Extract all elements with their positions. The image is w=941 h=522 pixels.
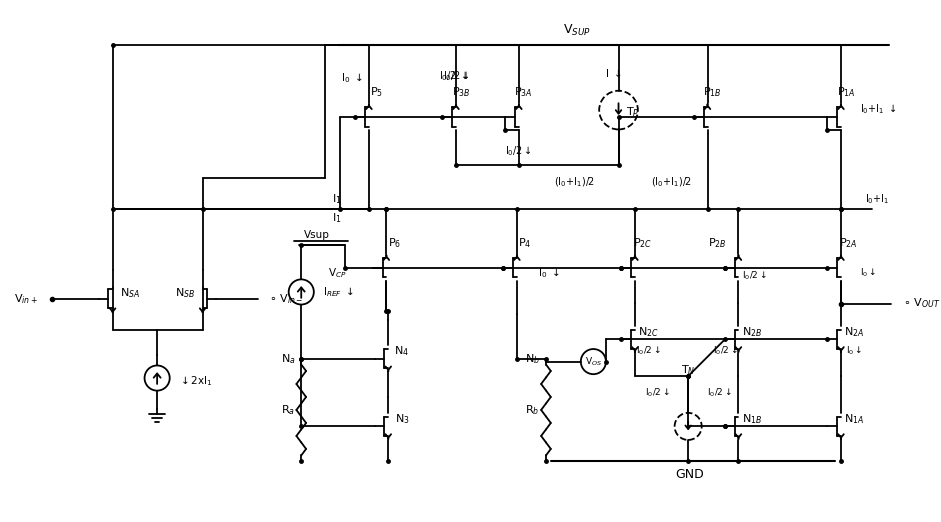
Text: $\circ$ V$_{OUT}$: $\circ$ V$_{OUT}$	[903, 296, 940, 311]
Text: I$_0$/2$\downarrow$: I$_0$/2$\downarrow$	[442, 69, 470, 83]
Text: P$_{1A}$: P$_{1A}$	[837, 85, 855, 99]
Text: N$_{2A}$: N$_{2A}$	[844, 325, 865, 338]
Text: I$_0$+I$_1$ $\downarrow$: I$_0$+I$_1$ $\downarrow$	[860, 102, 897, 116]
Text: P$_{2C}$: P$_{2C}$	[633, 236, 652, 250]
Text: N$_3$: N$_3$	[394, 412, 409, 425]
Text: I$_0$ $\downarrow$: I$_0$ $\downarrow$	[538, 266, 560, 279]
Text: $\circ$ V$_{in-}$: $\circ$ V$_{in-}$	[269, 292, 304, 305]
Text: P$_4$: P$_4$	[518, 236, 532, 250]
Text: GND: GND	[676, 468, 705, 481]
Text: I$_0$ $\downarrow$: I$_0$ $\downarrow$	[341, 72, 362, 85]
Text: I$_0$/2$\downarrow$: I$_0$/2$\downarrow$	[636, 345, 661, 357]
Text: R$_a$: R$_a$	[280, 403, 295, 417]
Text: N$_4$: N$_4$	[394, 344, 409, 358]
Text: T$_N$: T$_N$	[681, 363, 695, 377]
Text: P$_5$: P$_5$	[370, 85, 383, 99]
Text: (I$_0$+I$_1$)/2: (I$_0$+I$_1$)/2	[651, 176, 693, 189]
Text: $\downarrow$2xI$_1$: $\downarrow$2xI$_1$	[179, 374, 213, 388]
Text: P$_6$: P$_6$	[388, 236, 401, 250]
Text: R$_b$: R$_b$	[525, 403, 539, 417]
Text: N$_{SA}$: N$_{SA}$	[120, 286, 140, 300]
Text: I$_0$/2$\downarrow$: I$_0$/2$\downarrow$	[645, 386, 670, 399]
Text: V$_{in+}$: V$_{in+}$	[14, 292, 39, 305]
Text: T$_P$: T$_P$	[627, 105, 640, 119]
Text: I$_{REF}$ $\downarrow$: I$_{REF}$ $\downarrow$	[323, 285, 354, 299]
Text: P$_{2B}$: P$_{2B}$	[708, 236, 726, 250]
Text: P$_{3A}$: P$_{3A}$	[515, 85, 533, 99]
Text: (I$_0$+I$_1$)/2: (I$_0$+I$_1$)/2	[554, 176, 596, 189]
Text: I$_1$: I$_1$	[332, 211, 342, 226]
Text: P$_{2A}$: P$_{2A}$	[839, 236, 858, 250]
Text: I$_0$$\downarrow$: I$_0$$\downarrow$	[846, 345, 863, 357]
Text: N$_a$: N$_a$	[280, 352, 295, 365]
Text: N$_{SB}$: N$_{SB}$	[175, 286, 196, 300]
Text: N$_b$: N$_b$	[525, 352, 540, 365]
Text: I$_0$/2$\downarrow$: I$_0$/2$\downarrow$	[707, 386, 731, 399]
Text: V$_{CP}$: V$_{CP}$	[328, 266, 347, 279]
Text: I $\downarrow$: I $\downarrow$	[605, 68, 622, 79]
Text: P$_{1B}$: P$_{1B}$	[703, 85, 722, 99]
Text: Vsup: Vsup	[304, 230, 330, 240]
Text: I$_0$/2$\downarrow$: I$_0$/2$\downarrow$	[712, 345, 738, 357]
Text: N$_{2C}$: N$_{2C}$	[638, 325, 659, 338]
Text: N$_{1B}$: N$_{1B}$	[742, 412, 762, 425]
Text: I$_1$: I$_1$	[332, 192, 342, 206]
Text: I$_0$/2$\downarrow$: I$_0$/2$\downarrow$	[742, 269, 766, 282]
Text: V$_{OS}$: V$_{OS}$	[585, 355, 602, 368]
Text: V$_{SUP}$: V$_{SUP}$	[563, 23, 591, 38]
Text: I$_0$+I$_1$: I$_0$+I$_1$	[865, 192, 889, 206]
Text: I$_0$/2 $\downarrow$: I$_0$/2 $\downarrow$	[439, 69, 469, 83]
Text: P$_{3B}$: P$_{3B}$	[452, 85, 470, 99]
Text: N$_{1A}$: N$_{1A}$	[844, 412, 865, 425]
Text: I$_0$/2$\downarrow$: I$_0$/2$\downarrow$	[505, 144, 533, 158]
Text: I$_0$$\downarrow$: I$_0$$\downarrow$	[860, 266, 877, 279]
Text: N$_{2B}$: N$_{2B}$	[742, 325, 762, 338]
